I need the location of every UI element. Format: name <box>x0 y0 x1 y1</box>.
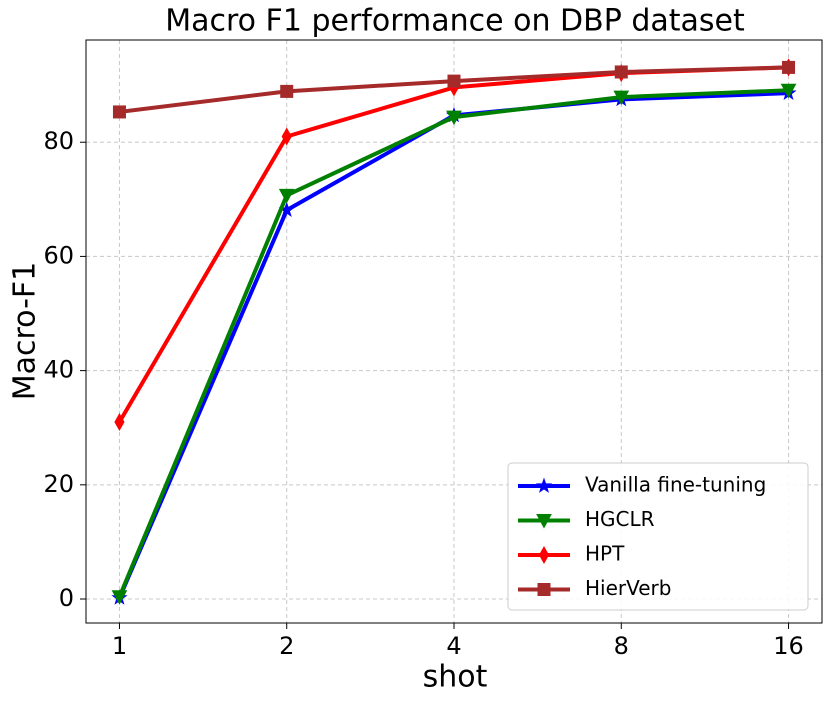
marker <box>782 60 796 74</box>
y-axis-label: Macro-F1 <box>8 262 43 401</box>
x-tick-label: 16 <box>773 632 804 660</box>
y-tick-label: 0 <box>59 584 74 612</box>
y-tick-label: 60 <box>43 241 74 269</box>
x-tick-label: 8 <box>614 632 629 660</box>
legend-frame <box>507 462 809 611</box>
series <box>112 60 796 119</box>
marker <box>614 65 628 79</box>
marker <box>114 412 125 432</box>
legend-label: HierVerb <box>585 576 671 600</box>
x-tick-label: 2 <box>279 632 294 660</box>
plot-frame <box>85 39 823 624</box>
x-tick-label: 1 <box>112 632 127 660</box>
y-tick-label: 40 <box>43 356 74 384</box>
chart-title: Macro F1 performance on DBP dataset <box>165 4 745 39</box>
marker <box>278 188 295 204</box>
marker <box>111 590 128 605</box>
series <box>111 83 797 605</box>
y-tick-label: 80 <box>43 127 74 155</box>
marker <box>536 514 552 529</box>
legend-label: Vanilla fine-tuning <box>585 473 766 497</box>
marker <box>538 545 550 565</box>
marker <box>447 74 461 88</box>
marker <box>280 84 294 98</box>
x-tick-label: 4 <box>446 632 461 660</box>
legend-label: HGCLR <box>585 507 655 531</box>
legend-label: HPT <box>585 542 625 566</box>
marker <box>535 477 553 493</box>
marker <box>613 90 630 106</box>
marker <box>112 105 126 119</box>
legend: Vanilla fine-tuning HGCLR HPT HierVerb <box>507 462 809 611</box>
marker <box>446 110 462 126</box>
marker <box>537 583 551 596</box>
marker <box>281 127 292 146</box>
x-axis-label: shot <box>423 660 488 695</box>
y-tick-label: 20 <box>43 470 74 498</box>
marker <box>780 83 797 99</box>
